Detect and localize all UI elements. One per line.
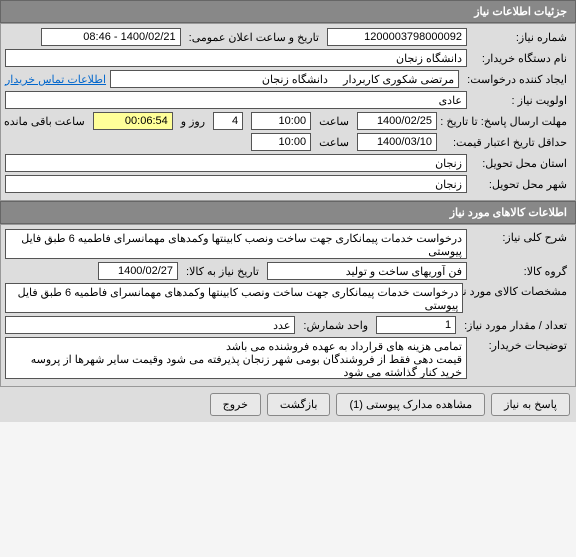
city-input[interactable] bbox=[5, 175, 467, 193]
section2-body: شرح کلی نیاز: درخواست خدمات پیمانکاری جه… bbox=[0, 224, 576, 387]
deadline-label: مهلت ارسال پاسخ: تا تاریخ : bbox=[441, 113, 571, 130]
qty-input[interactable] bbox=[376, 316, 456, 334]
unit-input[interactable] bbox=[5, 316, 295, 334]
section2-header: اطلاعات کالاهای مورد نیاز bbox=[0, 201, 576, 224]
remaining-time-input[interactable] bbox=[93, 112, 173, 130]
buyer-org-input[interactable] bbox=[5, 49, 467, 67]
province-label: استان محل تحویل: bbox=[471, 155, 571, 172]
section1-body: شماره نیاز: تاریخ و ساعت اعلان عمومی: نا… bbox=[0, 23, 576, 201]
days-label: روز و bbox=[177, 113, 209, 130]
request-number-input[interactable] bbox=[327, 28, 467, 46]
attachments-button[interactable]: مشاهده مدارک پیوستی (1) bbox=[336, 393, 485, 416]
city-label: شهر محل تحویل: bbox=[471, 176, 571, 193]
validity-label: حداقل تاریخ اعتبار قیمت: bbox=[441, 134, 571, 151]
remaining-label: ساعت باقی مانده bbox=[0, 113, 89, 130]
need-date-label: تاریخ نیاز به کالا: bbox=[182, 263, 263, 280]
desc-label: شرح کلی نیاز: bbox=[471, 229, 571, 246]
creator-label: ایجاد کننده درخواست: bbox=[463, 71, 571, 88]
public-datetime-label: تاریخ و ساعت اعلان عمومی: bbox=[185, 29, 323, 46]
exit-button[interactable]: خروج bbox=[210, 393, 261, 416]
public-datetime-input[interactable] bbox=[41, 28, 181, 46]
back-button[interactable]: بازگشت bbox=[267, 393, 331, 416]
button-bar: پاسخ به نیاز مشاهده مدارک پیوستی (1) باز… bbox=[0, 387, 576, 422]
notes-label: توضیحات خریدار: bbox=[471, 337, 571, 354]
priority-input[interactable] bbox=[5, 91, 467, 109]
desc-textarea[interactable]: درخواست خدمات پیمانکاری جهت ساخت ونصب کا… bbox=[5, 229, 467, 259]
reply-button[interactable]: پاسخ به نیاز bbox=[491, 393, 570, 416]
validity-date-input[interactable] bbox=[357, 133, 437, 151]
spec-label: مشخصات کالای مورد نیاز: bbox=[467, 283, 571, 300]
validity-time-input[interactable] bbox=[251, 133, 311, 151]
need-date-input[interactable] bbox=[98, 262, 178, 280]
province-input[interactable] bbox=[5, 154, 467, 172]
deadline-time-input[interactable] bbox=[251, 112, 311, 130]
days-input[interactable] bbox=[213, 112, 243, 130]
request-number-label: شماره نیاز: bbox=[471, 29, 571, 46]
notes-textarea[interactable]: تمامی هزینه های قرارداد به عهده فروشنده … bbox=[5, 337, 467, 379]
contact-link[interactable]: اطلاعات تماس خریدار bbox=[5, 73, 106, 86]
validity-time-label: ساعت bbox=[315, 134, 353, 151]
unit-label: واحد شمارش: bbox=[299, 317, 372, 334]
group-input[interactable] bbox=[267, 262, 467, 280]
buyer-org-label: نام دستگاه خریدار: bbox=[471, 50, 571, 67]
group-label: گروه کالا: bbox=[471, 263, 571, 280]
qty-label: تعداد / مقدار مورد نیاز: bbox=[460, 317, 571, 334]
priority-label: اولویت نیاز : bbox=[471, 92, 571, 109]
spec-textarea[interactable]: درخواست خدمات پیمانکاری جهت ساخت ونصب کا… bbox=[5, 283, 463, 313]
deadline-date-input[interactable] bbox=[357, 112, 437, 130]
section1-header: جزئیات اطلاعات نیاز bbox=[0, 0, 576, 23]
deadline-time-label: ساعت bbox=[315, 113, 353, 130]
creator-input[interactable] bbox=[110, 70, 459, 88]
